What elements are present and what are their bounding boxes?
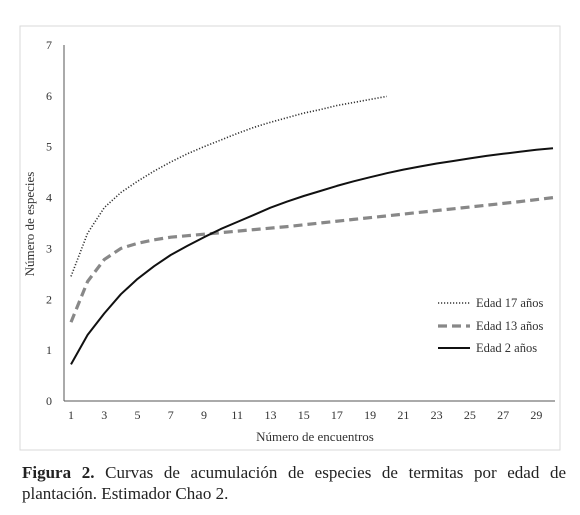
- x-tick-label: 5: [134, 408, 140, 422]
- y-tick-labels: 0 1 2 3 4 5 6 7: [46, 38, 52, 408]
- x-tick-label: 19: [364, 408, 376, 422]
- x-axis-title: Número de encuentros: [256, 429, 374, 444]
- figure-caption-text: Curvas de acumulación de especies de ter…: [22, 463, 567, 503]
- x-tick-label: 27: [497, 408, 509, 422]
- x-tick-label: 23: [431, 408, 443, 422]
- y-tick-label: 0: [46, 394, 52, 408]
- y-tick-label: 3: [46, 241, 52, 255]
- series-line-3: [70, 147, 554, 365]
- y-axis-title: Número de especies: [22, 172, 37, 277]
- y-tick-label: 2: [46, 292, 52, 306]
- x-tick-label: 9: [201, 408, 207, 422]
- legend-label: Edad 2 años: [476, 341, 537, 355]
- series-layer: [69, 95, 554, 365]
- y-tick-label: 5: [46, 140, 52, 154]
- x-tick-label: 15: [298, 408, 310, 422]
- series-line-2: [69, 196, 554, 323]
- y-tick-label: 1: [46, 343, 52, 357]
- legend-label: Edad 17 años: [476, 296, 543, 310]
- legend: Edad 17 años Edad 13 años Edad 2 años: [438, 296, 543, 355]
- x-tick-label: 21: [397, 408, 409, 422]
- x-tick-label: 29: [530, 408, 542, 422]
- figure-caption: Figura 2. Curvas de acumulación de espec…: [22, 462, 566, 504]
- legend-label: Edad 13 años: [476, 319, 543, 333]
- figure-label: Figura 2.: [22, 463, 95, 482]
- series-line-1: [70, 95, 387, 277]
- x-tick-label: 3: [101, 408, 107, 422]
- y-tick-label: 7: [46, 38, 52, 52]
- x-tick-label: 7: [168, 408, 174, 422]
- y-tick-label: 6: [46, 89, 52, 103]
- y-tick-label: 4: [46, 191, 52, 205]
- x-tick-label: 11: [231, 408, 243, 422]
- chart-border: [19, 25, 561, 451]
- x-tick-label: 13: [264, 408, 276, 422]
- x-tick-label: 25: [464, 408, 476, 422]
- x-tick-labels: 1 3 5 7 9 11 13 15 17 19 21 23 25 27 29: [68, 408, 542, 422]
- x-tick-label: 17: [331, 408, 343, 422]
- x-tick-label: 1: [68, 408, 74, 422]
